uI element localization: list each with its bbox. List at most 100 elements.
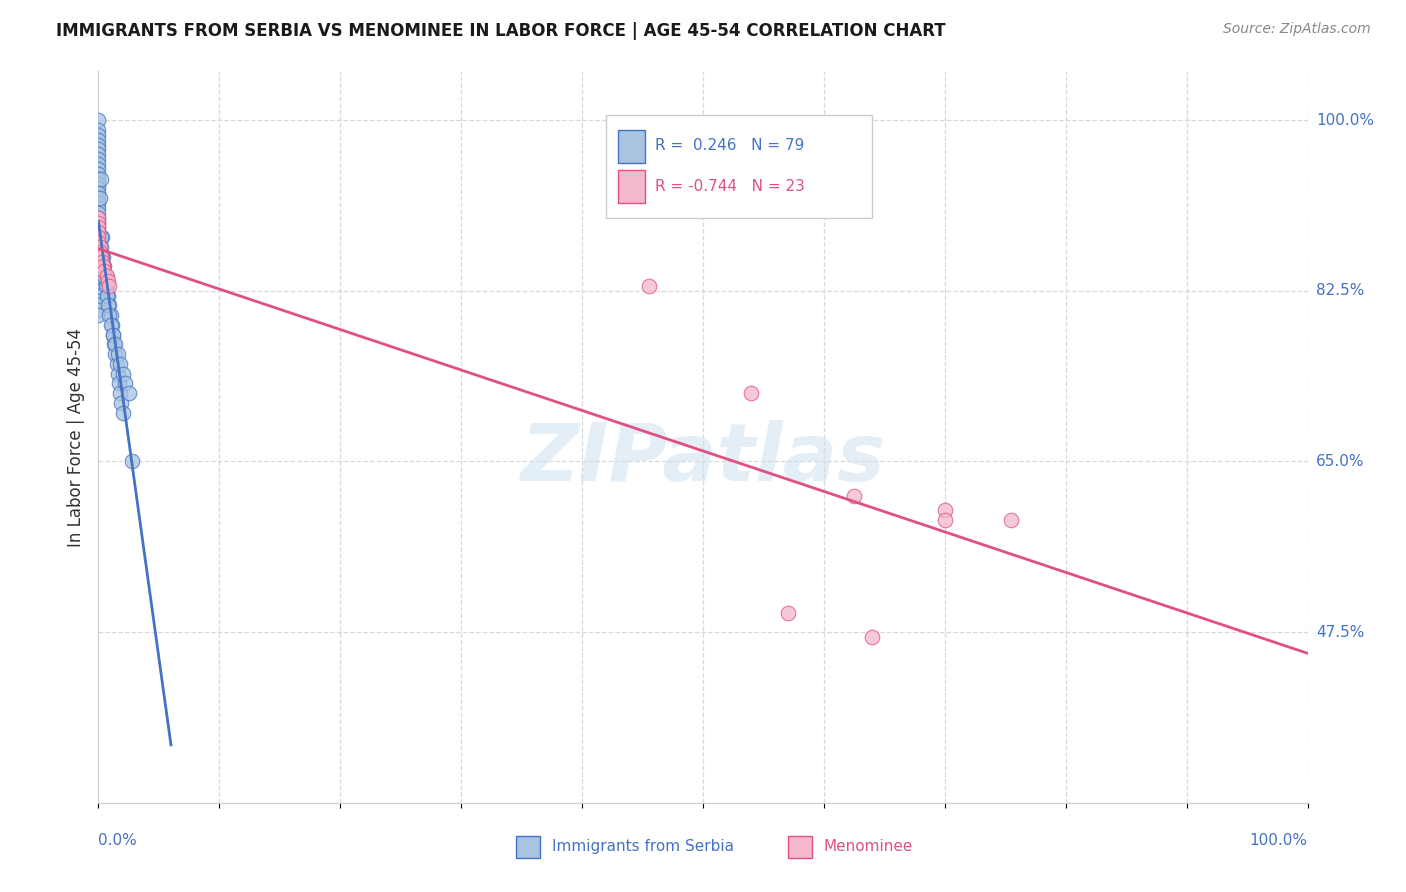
Text: 82.5%: 82.5% (1316, 284, 1364, 298)
Point (96, 279, 118, 293)
Text: 65.0%: 65.0% (1316, 454, 1364, 469)
Point (87, 196, 110, 211)
Point (91, 254, 114, 268)
Point (87, 240, 110, 254)
Point (91, 230, 114, 244)
Point (1000, 513, 1022, 527)
Point (89, 244, 111, 259)
Point (97, 298, 120, 312)
Point (87, 254, 110, 268)
Point (94, 279, 117, 293)
Point (87, 137, 110, 152)
Point (87, 308, 110, 322)
Point (87, 152, 110, 166)
Point (87, 206, 110, 220)
Point (87, 279, 110, 293)
Point (96, 288, 118, 302)
Point (111, 367, 134, 381)
Point (87, 211, 110, 225)
Point (87, 225, 110, 239)
Point (87, 123, 110, 137)
Point (107, 347, 129, 361)
FancyBboxPatch shape (619, 130, 645, 163)
Point (87, 250, 110, 264)
Point (87, 133, 110, 147)
Point (87, 220, 110, 235)
Point (100, 308, 122, 322)
Point (87, 113, 110, 128)
Y-axis label: In Labor Force | Age 45-54: In Labor Force | Age 45-54 (66, 327, 84, 547)
Point (860, 630, 883, 644)
Point (89, 191, 111, 205)
Point (104, 337, 127, 351)
Point (776, 606, 799, 620)
Point (87, 177, 110, 191)
Point (637, 279, 659, 293)
Point (87, 264, 110, 278)
Point (108, 376, 131, 391)
FancyBboxPatch shape (606, 115, 872, 218)
Point (87, 142, 110, 156)
Point (100, 318, 122, 332)
Point (87, 186, 110, 201)
Point (97, 274, 120, 288)
Point (87, 284, 110, 298)
Point (934, 513, 956, 527)
Text: R = -0.744   N = 23: R = -0.744 N = 23 (655, 178, 804, 194)
Point (87, 260, 110, 274)
Point (87, 211, 110, 225)
Point (108, 357, 131, 371)
Point (87, 201, 110, 215)
Point (87, 269, 110, 284)
Point (87, 157, 110, 171)
Point (110, 396, 132, 410)
Point (740, 386, 762, 401)
Point (90, 171, 112, 186)
Point (87, 128, 110, 142)
Point (87, 235, 110, 249)
Text: 0.0%: 0.0% (98, 833, 138, 848)
Text: R =  0.246   N = 79: R = 0.246 N = 79 (655, 138, 804, 153)
Point (87, 215, 110, 229)
Point (87, 171, 110, 186)
Text: 47.5%: 47.5% (1316, 624, 1364, 640)
Point (87, 147, 110, 161)
Point (87, 274, 110, 288)
Point (87, 191, 110, 205)
Point (118, 386, 141, 401)
Point (87, 230, 110, 244)
Point (103, 337, 125, 351)
Point (91, 250, 114, 264)
Point (90, 240, 112, 254)
Point (87, 303, 110, 318)
Point (87, 298, 110, 312)
Point (114, 376, 136, 391)
Point (90, 250, 112, 264)
Point (91, 260, 114, 274)
Point (104, 347, 127, 361)
Point (91, 250, 114, 264)
Point (96, 269, 118, 284)
Point (91, 260, 114, 274)
Text: Immigrants from Serbia: Immigrants from Serbia (551, 839, 734, 855)
Point (107, 367, 129, 381)
Text: Source: ZipAtlas.com: Source: ZipAtlas.com (1223, 22, 1371, 37)
Point (87, 235, 110, 249)
Point (87, 244, 110, 259)
Point (98, 298, 121, 312)
Point (934, 503, 956, 517)
FancyBboxPatch shape (619, 170, 645, 203)
Point (121, 454, 143, 468)
Point (89, 269, 111, 284)
Text: IMMIGRANTS FROM SERBIA VS MENOMINEE IN LABOR FORCE | AGE 45-54 CORRELATION CHART: IMMIGRANTS FROM SERBIA VS MENOMINEE IN L… (56, 22, 946, 40)
Point (87, 181, 110, 195)
Point (87, 230, 110, 244)
Point (87, 225, 110, 239)
Point (87, 288, 110, 302)
Point (89, 240, 111, 254)
Text: Menominee: Menominee (824, 839, 914, 855)
Text: ZIPatlas: ZIPatlas (520, 420, 886, 498)
Point (93, 264, 115, 278)
Point (87, 215, 110, 229)
Text: 100.0%: 100.0% (1250, 833, 1308, 848)
